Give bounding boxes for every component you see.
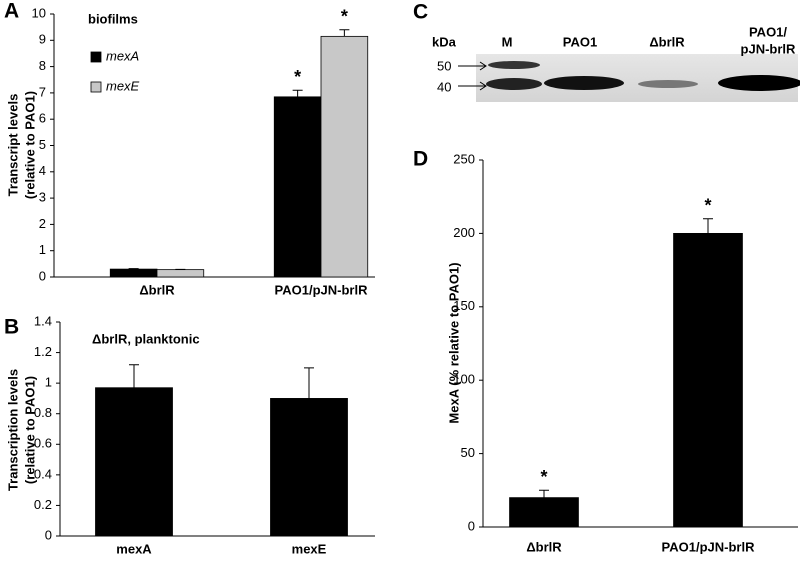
bar <box>273 96 322 278</box>
error-bar <box>129 364 139 388</box>
error-bar <box>304 367 314 399</box>
y-tick-label: 2 <box>39 216 46 231</box>
legend-label: mexA <box>106 48 139 63</box>
bar <box>156 269 205 278</box>
y-tick-label: 0.2 <box>34 497 52 512</box>
blot-band <box>638 80 698 88</box>
y-tick-label: 10 <box>32 5 46 20</box>
blot-panel: C kDa M PAO1 ΔbrlR PAO1/ pJN-brlR 50 40 <box>413 1 800 102</box>
bar <box>95 387 173 537</box>
y-tick-label: 0 <box>468 518 475 533</box>
y-tick-label: 8 <box>39 58 46 73</box>
y-tick-label: 0 <box>45 527 52 542</box>
y-axis-label: Transcription levels <box>5 369 20 491</box>
y-tick-label: 0.6 <box>34 436 52 451</box>
y-tick-label: 100 <box>453 372 475 387</box>
lane-label: PAO1/ <box>749 24 787 39</box>
y-tick-label: 150 <box>453 298 475 313</box>
error-bar <box>339 29 350 37</box>
marker-label: 50 <box>437 58 451 73</box>
y-tick-label: 4 <box>39 163 46 178</box>
y-tick-label: 6 <box>39 111 46 126</box>
y-tick-label: 9 <box>39 32 46 47</box>
y-axis-label: MexA (% relative to PAO1) <box>446 262 461 423</box>
legend-swatch <box>90 81 102 93</box>
bar <box>673 232 743 528</box>
y-tick-label: 200 <box>453 225 475 240</box>
panel-letter: A <box>4 0 19 23</box>
panel-letter: C <box>413 1 428 24</box>
blot-band <box>488 61 540 69</box>
significance-mark: * <box>341 7 348 27</box>
blot-band <box>486 78 542 90</box>
error-bar <box>539 489 549 498</box>
marker-label: 40 <box>437 79 451 94</box>
y-tick-label: 7 <box>39 84 46 99</box>
x-tick-label: ΔbrlR <box>139 282 175 297</box>
blot-band <box>544 76 624 90</box>
y-tick-label: 1 <box>39 242 46 257</box>
y-axis-label: (relative to PAO1) <box>22 376 37 484</box>
x-tick-label: ΔbrlR <box>526 539 562 554</box>
y-tick-label: 3 <box>39 190 46 205</box>
bar <box>320 35 369 278</box>
x-tick-label: mexE <box>292 541 327 556</box>
x-tick-label: PAO1/pJN-brlR <box>275 282 369 297</box>
error-bar <box>292 89 303 97</box>
marker-arrow <box>458 61 487 71</box>
error-bar <box>128 268 139 270</box>
annotation: biofilms <box>88 11 138 26</box>
marker-arrow <box>458 81 487 91</box>
bar <box>109 268 158 278</box>
y-tick-label: 0.4 <box>34 466 52 481</box>
panel-letter: B <box>4 316 19 339</box>
y-tick-label: 0 <box>39 268 46 283</box>
y-axis-label: Transcript levels <box>5 94 20 197</box>
y-tick-label: 0.8 <box>34 405 52 420</box>
x-tick-label: mexA <box>116 541 152 556</box>
lane-label: M <box>502 34 513 49</box>
blot-unit: kDa <box>432 34 457 49</box>
blot-band <box>718 75 800 91</box>
y-tick-label: 5 <box>39 137 46 152</box>
bar <box>270 398 348 537</box>
significance-mark: * <box>540 467 547 487</box>
panel-letter: D <box>413 148 428 171</box>
y-tick-label: 50 <box>461 445 475 460</box>
legend-swatch <box>90 51 102 63</box>
legend-label: mexE <box>106 78 140 93</box>
significance-mark: * <box>704 195 711 215</box>
x-tick-label: PAO1/pJN-brlR <box>662 539 756 554</box>
lane-label: ΔbrlR <box>649 34 685 49</box>
y-tick-label: 1.4 <box>34 313 52 328</box>
lane-label: PAO1 <box>563 34 597 49</box>
error-bar <box>703 218 713 234</box>
bar <box>509 497 579 528</box>
annotation: ΔbrlR, planktonic <box>92 331 200 346</box>
y-tick-label: 1 <box>45 375 52 390</box>
y-tick-label: 1.2 <box>34 344 52 359</box>
y-axis-label: (relative to PAO1) <box>22 91 37 199</box>
y-tick-label: 250 <box>453 151 475 166</box>
lane-label: pJN-brlR <box>741 41 797 56</box>
significance-mark: * <box>294 67 301 87</box>
